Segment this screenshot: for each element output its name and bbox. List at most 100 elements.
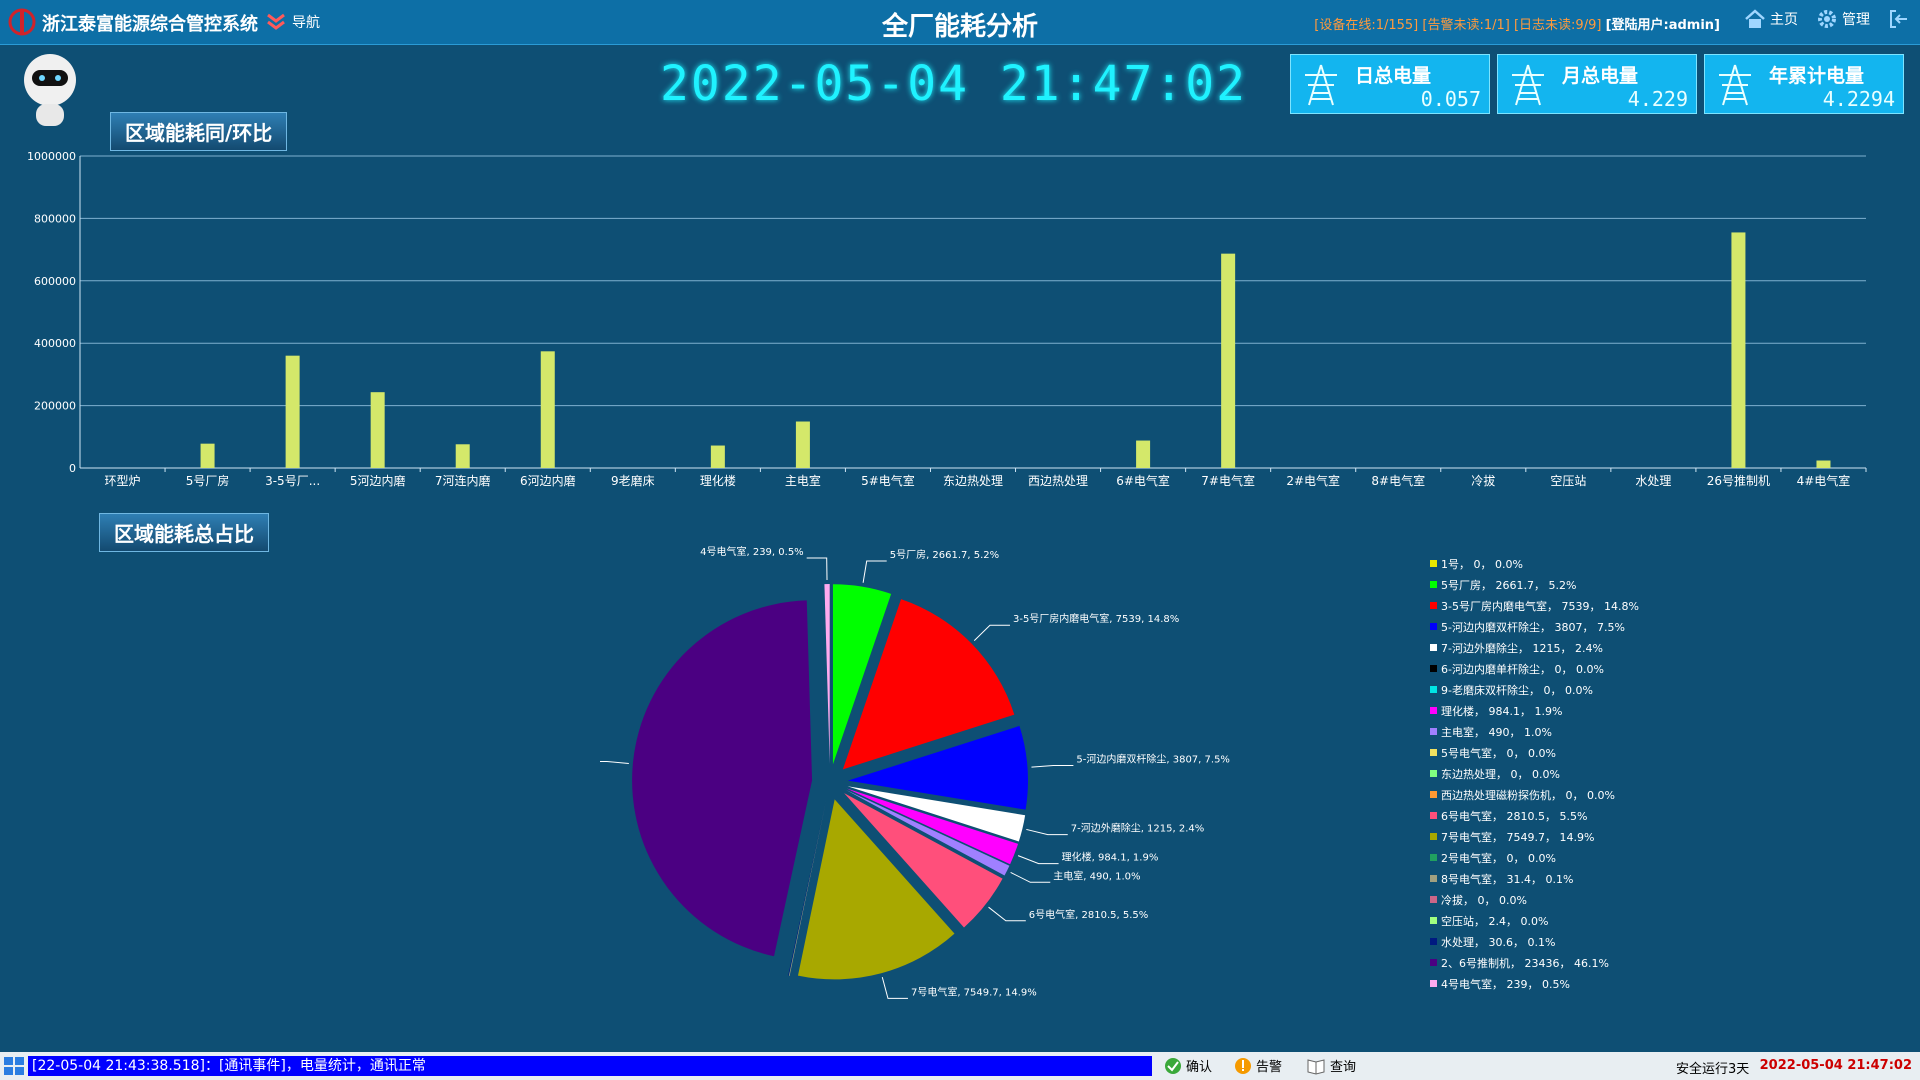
legend-item[interactable]: 水处理， 30.6， 0.1% (1430, 931, 1639, 952)
bar[interactable] (200, 443, 215, 468)
legend-item[interactable]: 西边热处理磁粉探伤机， 0， 0.0% (1430, 784, 1639, 805)
bar[interactable] (1816, 460, 1831, 468)
bar[interactable] (540, 351, 555, 468)
legend-label: 4号电气室， 239， 0.5% (1441, 977, 1570, 991)
legend-item[interactable]: 4号电气室， 239， 0.5% (1430, 973, 1639, 994)
legend-item[interactable]: 理化楼， 984.1， 1.9% (1430, 700, 1639, 721)
robot-assistant-icon[interactable] (22, 52, 78, 128)
login-user: admin] (1668, 18, 1720, 33)
legend-label: 5号电气室， 0， 0.0% (1441, 746, 1556, 760)
pie-slice-label: 3-5号厂房内磨电气室, 7539, 14.8% (1013, 612, 1179, 625)
bar[interactable] (1731, 232, 1746, 468)
pie-label-line (600, 760, 629, 764)
manage-button[interactable]: 管理 (1816, 8, 1870, 30)
chevron-down-icon (267, 13, 285, 30)
legend-swatch (1430, 917, 1437, 924)
legend-swatch (1430, 623, 1437, 630)
pie-slice-label: 4号电气室, 239, 0.5% (700, 545, 804, 558)
pie-slice[interactable] (788, 799, 827, 976)
legend-item[interactable]: 7-河边外磨除尘， 1215， 2.4% (1430, 637, 1639, 658)
home-button[interactable]: 主页 (1744, 8, 1798, 30)
legend-item[interactable]: 空压站， 2.4， 0.0% (1430, 910, 1639, 931)
bar[interactable] (1221, 253, 1236, 468)
exit-button[interactable] (1888, 8, 1910, 30)
alarm-unread-status[interactable]: [告警未读:1/1] (1422, 18, 1510, 33)
legend-item[interactable]: 东边热处理， 0， 0.0% (1430, 763, 1639, 784)
legend-swatch (1430, 560, 1437, 567)
legend-item[interactable]: 5号厂房， 2661.7， 5.2% (1430, 574, 1639, 595)
legend-item[interactable]: 5号电气室， 0， 0.0% (1430, 742, 1639, 763)
pie-slice[interactable] (824, 584, 830, 765)
legend-swatch (1430, 791, 1437, 798)
area-energy-pie-chart: 5号厂房, 2661.7, 5.2% 3-5号厂房内磨电气室, 7539, 14.… (600, 545, 1230, 999)
pie-slice[interactable] (847, 786, 1026, 842)
legend-item[interactable]: 5-河边内磨双杆除尘， 3807， 7.5% (1430, 616, 1639, 637)
home-icon (1745, 9, 1765, 28)
bar[interactable] (370, 392, 385, 468)
legend-label: 3-5号厂房内磨电气室， 7539， 14.8% (1441, 599, 1639, 613)
legend-item[interactable]: 8号电气室， 31.4， 0.1% (1430, 868, 1639, 889)
power-tower-icon (1305, 64, 1337, 106)
legend-item[interactable]: 主电室， 490， 1.0% (1430, 721, 1639, 742)
legend-item[interactable]: 6-河边内磨单杆除尘， 0， 0.0% (1430, 658, 1639, 679)
pie-label-line (1017, 855, 1059, 865)
legend-label: 空压站， 2.4， 0.0% (1441, 914, 1549, 928)
digital-clock: 2022-05-04 21:47:02 (660, 56, 1248, 112)
legend-label: 2号电气室， 0， 0.0% (1441, 851, 1556, 865)
bar[interactable] (1136, 440, 1151, 468)
y-tick-label: 0 (69, 462, 76, 475)
legend-label: 2、6号推制机， 23436， 46.1% (1441, 956, 1609, 970)
device-online-status[interactable]: [设备在线:1/155] (1314, 18, 1419, 33)
x-tick-label: 6河边内磨 (520, 474, 576, 488)
x-tick-label: 5#电气室 (861, 473, 915, 488)
legend-label: 1号， 0， 0.0% (1441, 557, 1523, 571)
pie-slice-label: 理化楼, 984.1, 1.9% (1062, 851, 1159, 864)
windows-icon[interactable] (4, 1057, 24, 1075)
legend-item[interactable]: 冷拔， 0， 0.0% (1430, 889, 1639, 910)
login-label: [登陆用户: (1605, 18, 1669, 33)
section-title-bar: 区域能耗同/环比 (110, 112, 288, 151)
bar[interactable] (285, 355, 300, 468)
x-tick-label: 2#电气室 (1286, 473, 1340, 488)
company-logo-icon (8, 8, 36, 36)
y-tick-label: 600000 (34, 275, 76, 288)
pie-label-line (862, 560, 887, 583)
pie-slice[interactable] (847, 725, 1028, 810)
log-unread-status[interactable]: [日志未读:9/9] (1513, 18, 1602, 33)
pie-slice[interactable] (846, 788, 1019, 865)
legend-swatch (1430, 665, 1437, 672)
alarm-button[interactable]: 告警 (1234, 1056, 1282, 1075)
legend-item[interactable]: 2、6号推制机， 23436， 46.1% (1430, 952, 1639, 973)
legend-item[interactable]: 7号电气室， 7549.7， 14.9% (1430, 826, 1639, 847)
pie-slice[interactable] (797, 799, 955, 980)
pie-slice[interactable] (842, 599, 1015, 770)
legend-item[interactable]: 9-老磨床双杆除尘， 0， 0.0% (1430, 679, 1639, 700)
bar[interactable] (710, 445, 725, 468)
y-tick-label: 200000 (34, 400, 76, 413)
pie-slice[interactable] (632, 600, 813, 957)
pie-slice-label: 5号厂房, 2661.7, 5.2% (890, 548, 999, 561)
pie-slice-label: 7号电气室, 7549.7, 14.9% (911, 985, 1037, 998)
bar[interactable] (795, 421, 810, 468)
pie-slice[interactable] (788, 799, 827, 976)
x-tick-label: 4#电气室 (1797, 473, 1851, 488)
pie-label-line (1031, 765, 1074, 768)
legend-item[interactable]: 1号， 0， 0.0% (1430, 553, 1639, 574)
legend-item[interactable]: 6号电气室， 2810.5， 5.5% (1430, 805, 1639, 826)
kpi-yearly-energy: 年累计电量 4.2294 (1704, 54, 1904, 114)
x-tick-label: 8#电气室 (1371, 473, 1425, 488)
bar[interactable] (455, 444, 470, 468)
pie-slice[interactable] (788, 799, 827, 976)
legend-item[interactable]: 2号电气室， 0， 0.0% (1430, 847, 1639, 868)
pie-slice[interactable] (832, 584, 892, 765)
x-tick-label: 7河连内磨 (435, 473, 491, 488)
pie-slice[interactable] (844, 793, 1003, 928)
confirm-button[interactable]: 确认 (1164, 1056, 1212, 1075)
pie-slice-label: 7-河边外磨除尘, 1215, 2.4% (1071, 822, 1205, 835)
query-button[interactable]: 查询 (1306, 1056, 1356, 1075)
pie-slice[interactable] (846, 790, 1010, 876)
nav-menu-button[interactable]: 导航 (266, 12, 320, 32)
top-bar: 浙江泰富能源综合管控系统 导航 全厂能耗分析 [设备在线:1/155] [告警未… (0, 0, 1920, 45)
legend-item[interactable]: 3-5号厂房内磨电气室， 7539， 14.8% (1430, 595, 1639, 616)
legend-label: 6号电气室， 2810.5， 5.5% (1441, 809, 1588, 823)
